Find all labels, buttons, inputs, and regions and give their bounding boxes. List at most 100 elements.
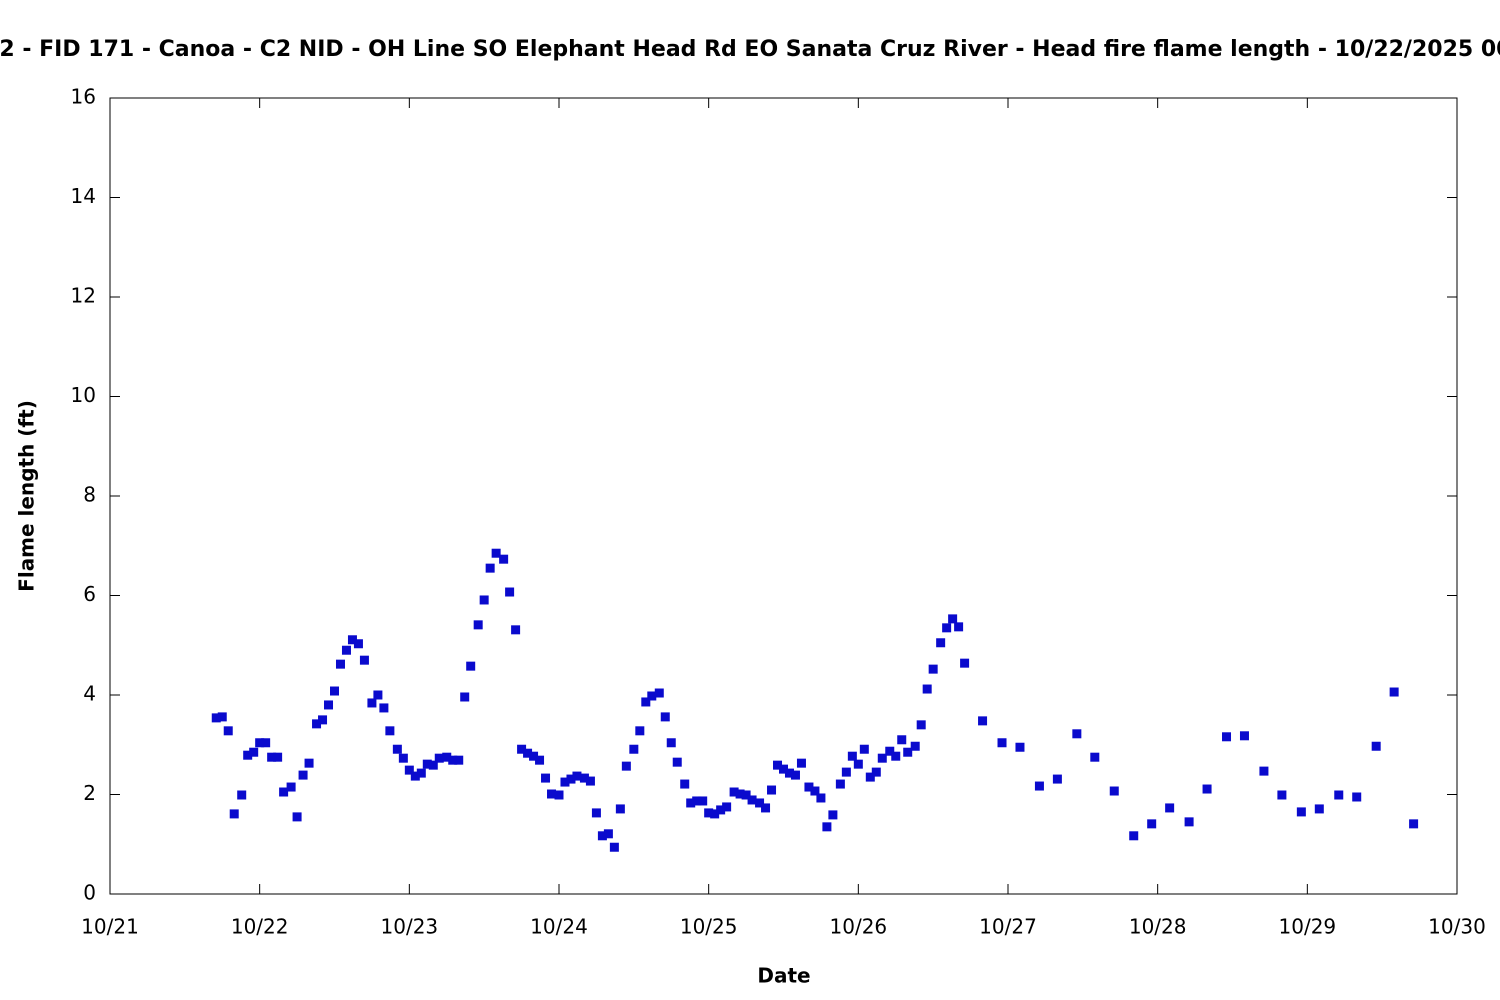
point <box>954 622 964 632</box>
point <box>286 782 296 792</box>
chart-title: Tier 2 - FID 171 - Canoa - C2 NID - OH L… <box>0 37 1500 62</box>
point <box>485 563 495 573</box>
x-tick-label: 10/29 <box>1279 915 1337 939</box>
point <box>816 793 826 803</box>
point <box>304 758 314 768</box>
point <box>1090 752 1100 762</box>
point <box>554 790 564 800</box>
point <box>217 712 227 722</box>
point <box>779 764 788 774</box>
point <box>853 759 863 769</box>
point <box>511 625 521 635</box>
point <box>410 771 420 781</box>
point <box>1259 766 1269 776</box>
point <box>747 795 757 805</box>
point <box>1109 786 1119 796</box>
point <box>398 753 408 763</box>
point <box>942 623 952 633</box>
point <box>422 759 432 769</box>
point <box>1184 817 1194 827</box>
point <box>517 744 527 754</box>
point <box>1165 803 1175 813</box>
x-tick-label: 10/23 <box>381 915 439 939</box>
point <box>672 757 682 767</box>
x-tick-label: 10/28 <box>1129 915 1187 939</box>
point <box>847 751 857 761</box>
y-tick-label: 8 <box>83 483 96 507</box>
point <box>698 796 708 806</box>
point <box>211 713 221 723</box>
point <box>591 808 601 818</box>
point <box>686 798 696 808</box>
point <box>1296 807 1306 817</box>
point <box>804 782 814 792</box>
point <box>292 812 302 822</box>
point <box>229 809 239 819</box>
point <box>1034 781 1044 791</box>
point <box>237 790 247 800</box>
y-tick-label: 4 <box>83 682 96 706</box>
x-tick-label: 10/30 <box>1428 915 1486 939</box>
point <box>948 614 958 624</box>
point <box>223 726 233 736</box>
y-tick-label: 2 <box>83 781 96 805</box>
point <box>1015 742 1025 752</box>
point <box>243 750 253 760</box>
x-tick-label: 10/21 <box>81 915 139 939</box>
point <box>716 805 726 815</box>
point <box>335 659 345 669</box>
point <box>267 752 277 762</box>
point <box>1334 790 1344 800</box>
point <box>466 661 476 671</box>
point <box>341 645 351 655</box>
x-tick-label: 10/22 <box>231 915 289 939</box>
x-tick-label: 10/25 <box>680 915 738 939</box>
x-axis-label: Date <box>757 964 810 988</box>
point <box>404 765 414 775</box>
point <box>359 655 369 665</box>
point <box>647 691 657 701</box>
point <box>654 688 664 698</box>
point <box>891 751 901 761</box>
point <box>928 664 938 674</box>
point <box>615 804 625 814</box>
point <box>1147 819 1157 829</box>
point <box>773 760 783 770</box>
point <box>885 746 895 756</box>
point <box>936 638 946 648</box>
point <box>597 831 607 841</box>
point <box>1314 804 1324 814</box>
point <box>347 635 357 645</box>
point <box>479 595 489 605</box>
point <box>566 774 576 784</box>
point <box>379 703 389 713</box>
point <box>1222 732 1232 742</box>
y-tick-label: 16 <box>71 85 96 109</box>
plot-frame <box>109 97 1458 895</box>
point <box>560 777 570 787</box>
point <box>1072 729 1082 739</box>
point <box>916 720 926 730</box>
point <box>572 771 582 781</box>
point <box>828 810 838 820</box>
point <box>523 748 533 758</box>
point <box>635 726 645 736</box>
point <box>491 548 501 558</box>
point <box>922 684 932 694</box>
point <box>434 753 444 763</box>
point <box>330 686 339 696</box>
point <box>460 692 470 702</box>
y-tick-label: 10 <box>71 383 96 407</box>
point <box>442 752 452 762</box>
point <box>318 715 328 725</box>
point <box>448 755 458 765</box>
point <box>666 738 676 748</box>
point <box>579 773 589 783</box>
point <box>722 802 732 812</box>
point <box>903 747 913 757</box>
point <box>761 803 771 813</box>
x-tick-label: 10/24 <box>530 915 588 939</box>
point <box>312 719 322 729</box>
point <box>255 738 265 748</box>
